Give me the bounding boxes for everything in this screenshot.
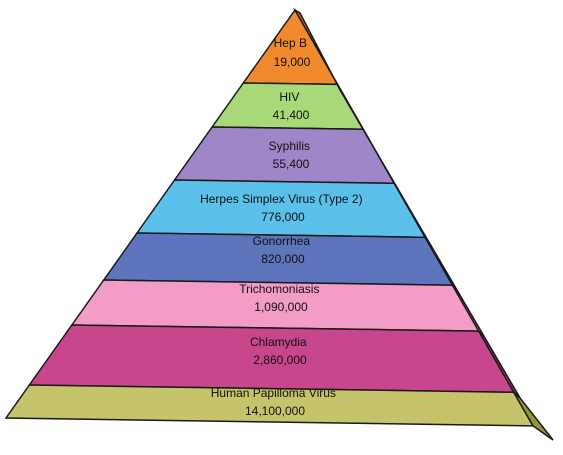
layer-side-hpv: [513, 391, 554, 441]
layer-label-herpes-simplex: Herpes Simplex Virus (Type 2) 776,000: [200, 192, 366, 224]
layer-front-herpes-simplex: [135, 179, 427, 239]
layer-label-hiv: HIV 41,400: [273, 90, 310, 122]
layer-label-trichomoniasis: Trichomoniasis 1,090,000: [239, 282, 323, 314]
layer-label-hpv: Human Papilloma Virus 14,100,000: [211, 386, 340, 418]
pyramid-side-faces: [292, 7, 554, 441]
layer-label-syphilis: Syphilis 55,400: [269, 139, 314, 171]
pyramid-front-faces: [4, 8, 535, 427]
pyramid-labels: Hep B 19,000 HIV 41,400 Syphilis 55,400 …: [200, 36, 366, 418]
layer-label-gonorrhea: Gonorrhea 820,000: [253, 234, 314, 266]
layer-label-hep-b: Hep B 19,000: [274, 36, 311, 69]
layer-label-chlamydia: Chlamydia 2,860,000: [250, 335, 310, 367]
layer-front-syphilis: [173, 126, 396, 185]
